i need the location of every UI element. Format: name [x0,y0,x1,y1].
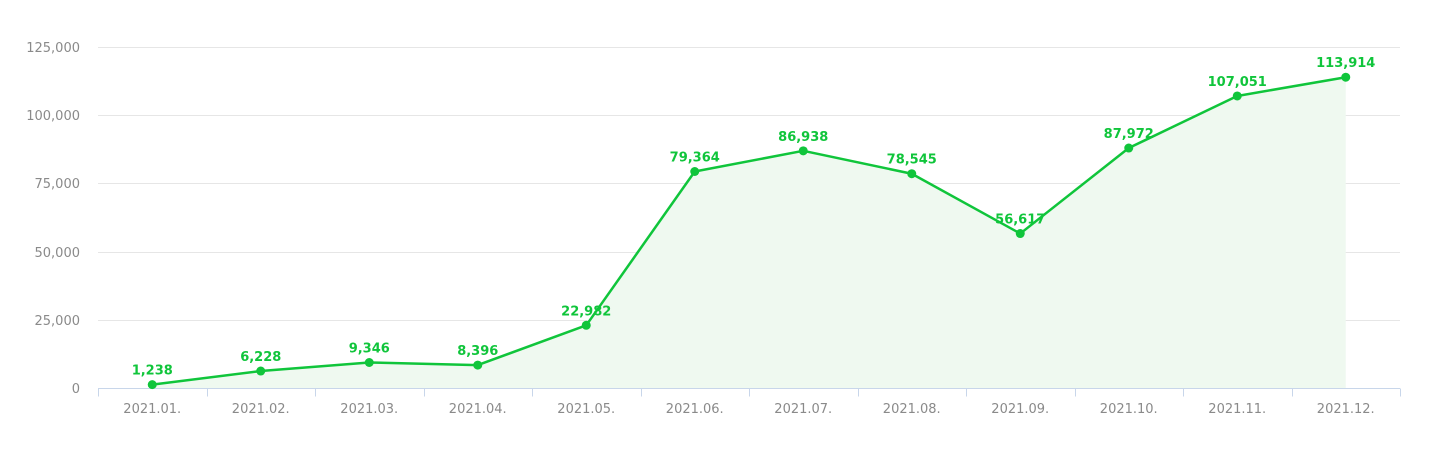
x-tick-label: 2021.10. [1100,402,1158,417]
x-tick-label: 2021.03. [340,402,398,417]
data-label: 107,051 [1208,75,1267,90]
data-labels: 1,238 6,228 9,346 8,396 22,982 79,364 86,938 78… [132,56,1376,378]
data-point [1341,72,1351,82]
y-tick-label: 75,000 [35,177,81,192]
data-point [1015,229,1025,239]
data-label: 6,228 [240,350,281,365]
series-area [152,77,1346,388]
data-point [147,380,157,390]
data-point [1232,91,1242,101]
data-label: 79,364 [670,150,720,165]
x-tick-label: 2021.11. [1208,402,1266,417]
y-axis-tick-labels: 0 25,000 50,000 75,000 100,000 125,000 [26,41,80,397]
x-tick-label: 2021.05. [557,402,615,417]
x-tick-label: 2021.08. [883,402,941,417]
data-label: 8,396 [457,344,498,359]
data-points [147,72,1351,390]
x-axis-tick-labels: 2021.01. 2021.02. 2021.03. 2021.04. 2021.05.… [123,402,1374,417]
data-point [364,358,374,368]
y-tick-label: 50,000 [35,246,81,261]
data-point [690,166,700,176]
data-label: 9,346 [349,342,390,357]
data-label: 113,914 [1316,56,1375,71]
data-label: 56,617 [995,213,1045,228]
x-axis [98,388,1401,397]
data-point [1124,143,1134,153]
area-fill [152,77,1346,388]
data-point [581,320,591,330]
x-tick-label: 2021.04. [449,402,507,417]
y-tick-label: 100,000 [26,109,80,124]
data-point [256,366,266,376]
y-tick-label: 125,000 [26,41,80,56]
data-label: 22,982 [561,304,611,319]
x-tick-label: 2021.12. [1317,402,1375,417]
series-line [151,75,1347,386]
y-tick-label: 0 [72,382,80,397]
y-tick-label: 25,000 [35,314,81,329]
x-tick-label: 2021.02. [232,402,290,417]
data-point [907,169,917,179]
series-line-path [151,75,1347,386]
x-tick-label: 2021.07. [774,402,832,417]
x-tick-label: 2021.06. [666,402,724,417]
data-point [798,146,808,156]
data-label: 1,238 [132,364,173,379]
data-point [473,360,483,370]
x-tick-label: 2021.01. [123,402,181,417]
data-label: 87,972 [1104,127,1154,142]
x-tick-label: 2021.09. [991,402,1049,417]
data-label: 78,545 [887,153,937,168]
data-label: 86,938 [778,130,828,145]
